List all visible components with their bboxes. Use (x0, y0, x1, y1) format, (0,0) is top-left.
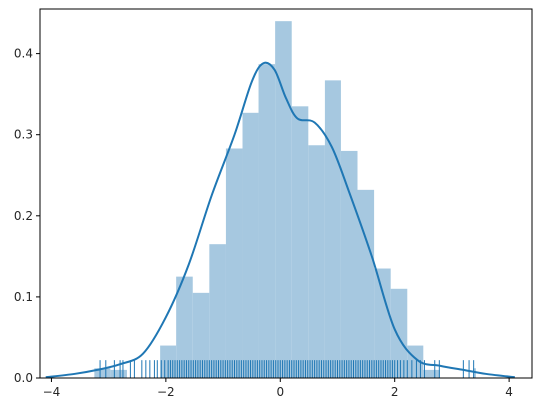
histogram-bar (176, 276, 193, 378)
histogram-bars (94, 21, 476, 379)
histogram-bar (258, 64, 276, 379)
x-tick-label: 2 (391, 385, 399, 399)
histogram-bar (94, 368, 111, 378)
histogram-bar (473, 368, 476, 378)
histogram-bar (242, 112, 259, 379)
histogram-bar (340, 150, 358, 378)
histogram-bar (291, 106, 309, 379)
x-tick-label: 4 (505, 385, 513, 399)
x-tick-label: 0 (276, 385, 284, 399)
axes-frame (39, 8, 533, 379)
x-tick-label: −4 (43, 385, 61, 399)
histogram-bar (423, 369, 440, 378)
rug-marks (99, 360, 475, 378)
histogram-bar (324, 80, 341, 378)
histogram-bar (192, 292, 210, 378)
histogram-bar (308, 145, 325, 378)
y-tick-label: 0.0 (14, 371, 33, 385)
histogram-bar (110, 369, 127, 378)
y-tick-label: 0.3 (14, 128, 33, 142)
histogram-bar (374, 268, 391, 378)
y-tick-label: 0.4 (14, 47, 33, 61)
histogram-bar (225, 148, 243, 378)
x-tick-label: −2 (157, 385, 175, 399)
histogram-bar (275, 21, 292, 379)
y-tick-label: 0.2 (14, 209, 33, 223)
histogram-bar (357, 189, 375, 378)
y-tick-label: 0.1 (14, 290, 33, 304)
histogram-bar (390, 288, 408, 378)
histogram-bar (209, 244, 226, 378)
axis-ticks: −4 −2 0 2 4 0.0 0.1 0.2 0.3 0.4 (14, 47, 513, 399)
kde-curve (45, 61, 515, 379)
